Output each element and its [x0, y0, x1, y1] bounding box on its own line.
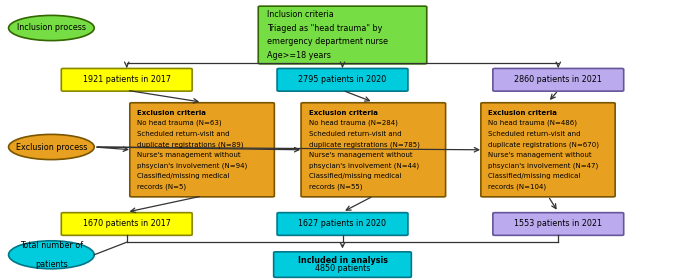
- FancyBboxPatch shape: [130, 103, 274, 197]
- Text: duplicate registrations (N=670): duplicate registrations (N=670): [488, 141, 599, 148]
- Text: Included in analysis: Included in analysis: [297, 256, 388, 265]
- Text: Scheduled return-visit and: Scheduled return-visit and: [137, 131, 230, 137]
- Text: duplicate registrations (N=785): duplicate registrations (N=785): [308, 141, 419, 148]
- FancyBboxPatch shape: [258, 6, 427, 64]
- Text: 2795 patients in 2020: 2795 patients in 2020: [299, 75, 386, 84]
- Text: 2860 patients in 2021: 2860 patients in 2021: [514, 75, 602, 84]
- Text: Exclusion criteria: Exclusion criteria: [488, 109, 558, 116]
- Ellipse shape: [8, 134, 94, 160]
- FancyBboxPatch shape: [277, 69, 408, 91]
- Text: patients: patients: [35, 260, 68, 269]
- Text: Total number of: Total number of: [20, 241, 83, 249]
- Ellipse shape: [8, 15, 94, 41]
- Text: Inclusion process: Inclusion process: [17, 24, 86, 32]
- Text: Nurse's management without: Nurse's management without: [488, 152, 592, 158]
- Text: phsycian's involvement (N=47): phsycian's involvement (N=47): [488, 162, 599, 169]
- FancyBboxPatch shape: [62, 69, 192, 91]
- Text: Scheduled return-visit and: Scheduled return-visit and: [308, 131, 401, 137]
- FancyBboxPatch shape: [62, 213, 192, 235]
- FancyBboxPatch shape: [481, 103, 615, 197]
- Text: Nurse's management without: Nurse's management without: [137, 152, 241, 158]
- Text: Nurse's management without: Nurse's management without: [308, 152, 412, 158]
- Text: phsycian's involvement (N=94): phsycian's involvement (N=94): [137, 162, 247, 169]
- Text: 1921 patients in 2017: 1921 patients in 2017: [83, 75, 171, 84]
- Text: No head trauma (N=63): No head trauma (N=63): [137, 120, 222, 127]
- Text: Triaged as "head trauma" by: Triaged as "head trauma" by: [267, 24, 382, 33]
- FancyBboxPatch shape: [301, 103, 445, 197]
- Text: records (N=5): records (N=5): [137, 184, 186, 190]
- Text: records (N=55): records (N=55): [308, 184, 362, 190]
- Text: emergency department nurse: emergency department nurse: [267, 37, 388, 46]
- Text: 1627 patients in 2020: 1627 patients in 2020: [299, 220, 386, 228]
- Text: Scheduled return-visit and: Scheduled return-visit and: [488, 131, 581, 137]
- FancyBboxPatch shape: [493, 69, 623, 91]
- Text: No head trauma (N=284): No head trauma (N=284): [308, 120, 397, 127]
- Text: Classified/missing medical: Classified/missing medical: [488, 173, 581, 179]
- Text: Age>=18 years: Age>=18 years: [267, 51, 331, 60]
- Text: 1553 patients in 2021: 1553 patients in 2021: [514, 220, 602, 228]
- Text: Classified/missing medical: Classified/missing medical: [308, 173, 401, 179]
- Text: No head trauma (N=486): No head trauma (N=486): [488, 120, 577, 127]
- Ellipse shape: [8, 241, 94, 269]
- Text: Classified/missing medical: Classified/missing medical: [137, 173, 229, 179]
- Text: 4850 patients: 4850 patients: [315, 264, 370, 273]
- Text: Exclusion criteria: Exclusion criteria: [137, 109, 206, 116]
- Text: phsycian's involvement (N=44): phsycian's involvement (N=44): [308, 162, 419, 169]
- Text: 1670 patients in 2017: 1670 patients in 2017: [83, 220, 171, 228]
- Text: records (N=104): records (N=104): [488, 184, 547, 190]
- FancyBboxPatch shape: [493, 213, 623, 235]
- Text: Inclusion criteria: Inclusion criteria: [267, 10, 334, 19]
- FancyBboxPatch shape: [273, 252, 411, 277]
- Text: Exclusion criteria: Exclusion criteria: [308, 109, 377, 116]
- Text: duplicate registrations (N=89): duplicate registrations (N=89): [137, 141, 244, 148]
- Text: Exclusion process: Exclusion process: [16, 143, 87, 151]
- FancyBboxPatch shape: [277, 213, 408, 235]
